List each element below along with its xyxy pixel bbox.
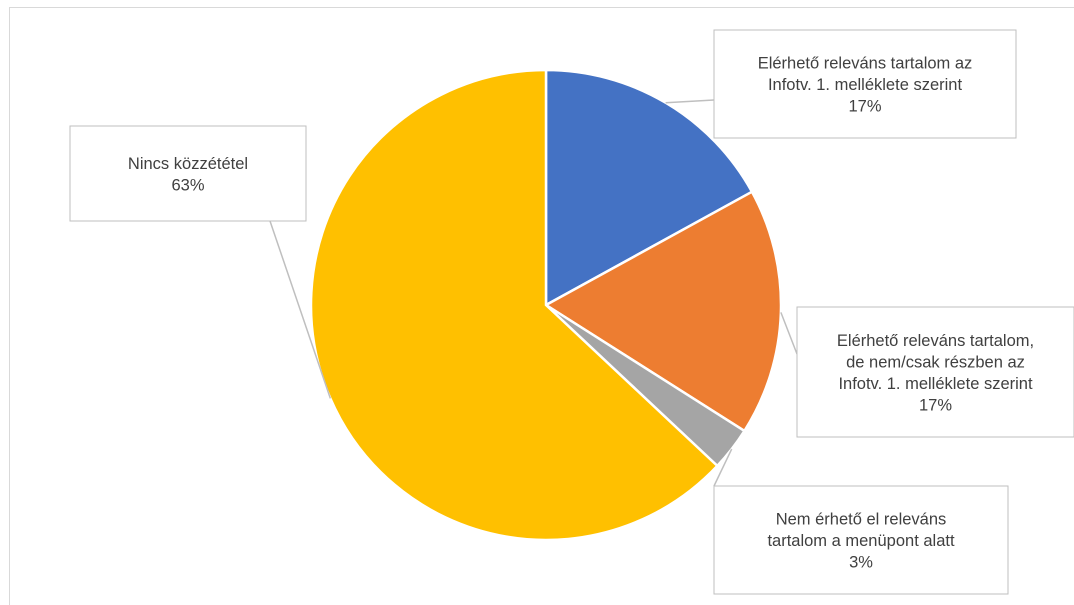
chart-frame — [9, 7, 1074, 605]
leader-line — [780, 312, 798, 355]
callout-label-line: Nincs közzététel — [128, 155, 248, 173]
callout-not-available: Nem érhető el releváns tartalom a menüpon… — [713, 485, 1009, 595]
leader-line — [665, 99, 715, 104]
callout-available-partial: Elérhető releváns tartalom, de nem/csak r… — [796, 306, 1074, 438]
callout-box — [713, 29, 1017, 139]
callout-percent: 63% — [171, 176, 204, 194]
callout-available-compliant: Elérhető releváns tartalom az Infotv. 1. … — [713, 29, 1017, 139]
callout-label-line: tartalom a menüpont alatt — [767, 532, 955, 550]
callout-box — [69, 125, 307, 222]
callout-percent: 17% — [919, 396, 952, 414]
callout-label-line: Nem érhető el releváns — [776, 511, 947, 529]
leader-line — [713, 448, 733, 487]
callout-percent: 17% — [848, 98, 881, 116]
callout-label-line: Infotv. 1. melléklete szerint — [768, 76, 963, 94]
callout-box — [796, 306, 1074, 438]
callout-percent: 3% — [849, 554, 873, 572]
callout-no-publication: Nincs közzététel 63% — [69, 125, 307, 222]
callout-box — [713, 485, 1009, 595]
slice-available-partial — [543, 190, 783, 433]
slice-available-compliant — [544, 68, 754, 308]
callout-label-line: Elérhető releváns tartalom az — [758, 55, 973, 73]
callout-label-line: Infotv. 1. melléklete szerint — [838, 375, 1033, 393]
callout-label-line: Elérhető releváns tartalom, — [837, 332, 1034, 350]
leader-line — [269, 220, 332, 399]
callout-label-line: de nem/csak részben az — [846, 353, 1025, 371]
